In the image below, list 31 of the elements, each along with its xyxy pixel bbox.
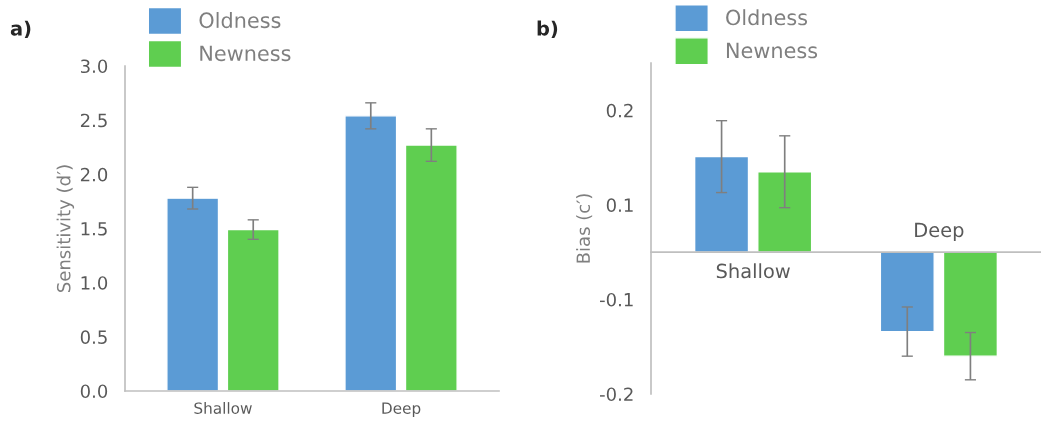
chart-title: b) bbox=[537, 20, 558, 38]
y-tick-label: 1.0 bbox=[81, 276, 108, 290]
y-axis-title: Sensitivity (d′) bbox=[56, 165, 75, 292]
x-tick-label: Deep bbox=[915, 222, 964, 242]
bar bbox=[404, 144, 458, 391]
bar bbox=[757, 171, 813, 253]
bar bbox=[226, 228, 280, 391]
legend-label: Newness bbox=[200, 45, 291, 62]
legend-label: Oldness bbox=[726, 9, 808, 26]
y-tick-label: 3.0 bbox=[81, 59, 108, 74]
bar bbox=[344, 115, 398, 391]
bar bbox=[942, 251, 999, 357]
x-tick-label: Shallow bbox=[716, 263, 790, 279]
y-tick-label: 2.5 bbox=[80, 113, 107, 128]
y-tick-label: 0.1 bbox=[606, 198, 633, 212]
y-tick-label: -0.1 bbox=[599, 292, 633, 307]
bar bbox=[693, 155, 750, 253]
bar bbox=[879, 251, 935, 333]
y-tick-label: 0.5 bbox=[80, 330, 107, 344]
x-tick-label: Deep bbox=[382, 402, 421, 417]
y-tick-label: 0.0 bbox=[80, 384, 108, 399]
chart-title: a) bbox=[10, 20, 31, 38]
legend-label: Newness bbox=[726, 42, 818, 59]
y-axis-title: Bias (c′) bbox=[576, 194, 593, 263]
y-tick-label: 1.5 bbox=[81, 222, 107, 236]
x-tick-label: Shallow bbox=[194, 402, 252, 414]
y-tick-label: 2.0 bbox=[80, 167, 108, 182]
y-tick-label: -0.2 bbox=[599, 387, 633, 402]
bar bbox=[166, 197, 220, 391]
y-tick-label: 0.2 bbox=[606, 103, 633, 118]
legend-label: Oldness bbox=[199, 12, 281, 29]
